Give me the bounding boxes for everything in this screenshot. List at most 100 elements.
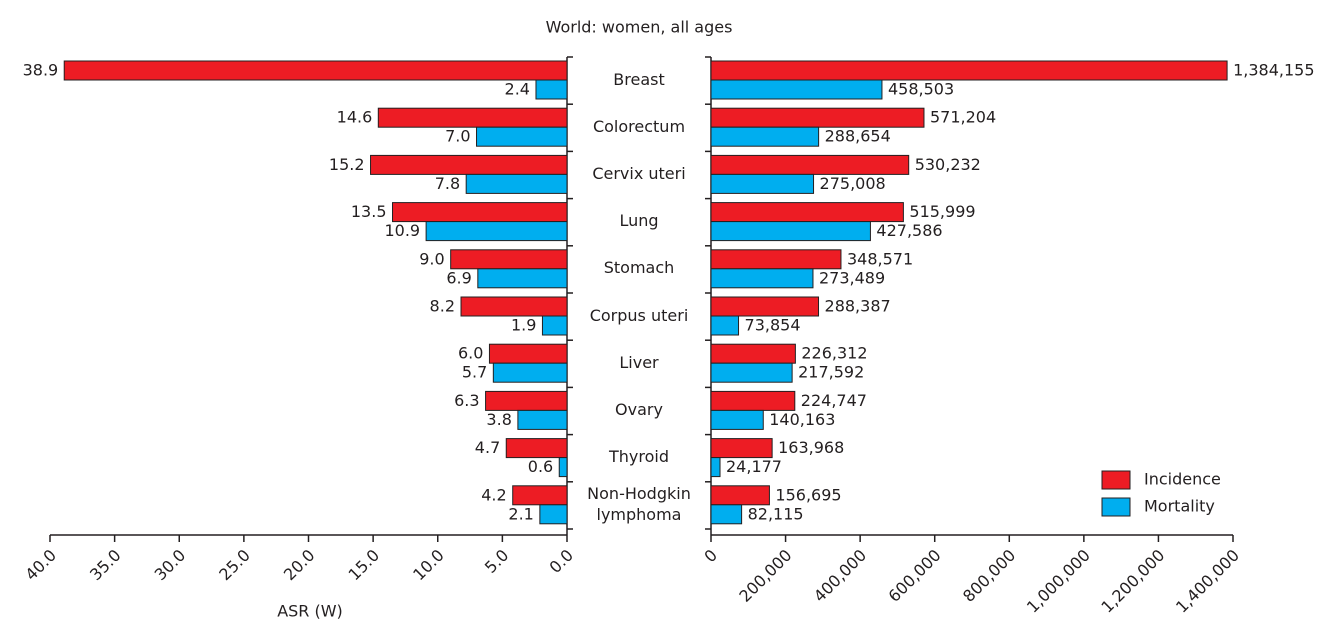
value-label: 458,503: [888, 80, 954, 99]
value-label: 348,571: [847, 249, 913, 268]
x-tick-label: 0.0: [546, 546, 577, 577]
x-tick-label: 40.0: [21, 546, 60, 585]
category-label: Breast: [613, 69, 665, 89]
value-label: 15.2: [329, 155, 365, 174]
category-label-box: Stomach: [603, 258, 675, 278]
bar: [710, 154, 910, 175]
value-label: 24,177: [726, 457, 782, 476]
value-label: 288,387: [825, 297, 891, 316]
value-label: 427,586: [876, 221, 942, 240]
category-label-box: Thyroid: [609, 447, 669, 467]
bar: [63, 60, 568, 81]
bar: [505, 438, 568, 459]
category-label-box: Cervix uteri: [592, 163, 686, 183]
bar: [477, 268, 568, 289]
value-label: 515,999: [909, 202, 975, 221]
x-tick-label: 20.0: [280, 546, 319, 585]
bar: [488, 343, 568, 364]
bar: [710, 504, 743, 525]
bar: [541, 315, 568, 336]
category-label: Colorectum: [592, 116, 686, 136]
value-label: 7.8: [435, 174, 460, 193]
value-label: 275,008: [820, 174, 886, 193]
value-label: 4.7: [475, 438, 500, 457]
bar: [476, 126, 568, 147]
value-label: 140,163: [769, 410, 835, 429]
value-label: 2.4: [505, 80, 530, 99]
category-label: Lung: [619, 211, 659, 231]
value-label: 288,654: [825, 127, 891, 146]
category-label: Non-Hodgkin lymphoma: [587, 484, 691, 524]
bar: [425, 221, 568, 242]
category-label: Liver: [619, 352, 659, 372]
bar: [517, 409, 568, 430]
bar: [377, 107, 568, 128]
bar: [710, 249, 842, 270]
value-label: 7.0: [445, 127, 470, 146]
legend-label: Mortality: [1144, 497, 1215, 516]
value-label: 38.9: [23, 61, 59, 80]
bar: [710, 343, 796, 364]
chart-title: World: women, all ages: [546, 18, 733, 37]
bar: [539, 504, 568, 525]
x-tick-label: 200,000: [735, 546, 795, 606]
legend-swatch: [1101, 497, 1131, 517]
x-tick-label: 15.0: [345, 546, 384, 585]
bar: [710, 107, 925, 128]
bar: [535, 79, 568, 100]
value-label: 224,747: [801, 391, 867, 410]
x-tick-label: 1,200,000: [1097, 546, 1168, 617]
value-label: 163,968: [778, 438, 844, 457]
bar: [710, 221, 871, 242]
bar: [710, 79, 883, 100]
bar: [485, 390, 568, 411]
bar: [710, 296, 820, 317]
bar: [710, 438, 773, 459]
value-label: 2.1: [508, 504, 533, 523]
value-label: 530,232: [915, 155, 981, 174]
category-label: Cervix uteri: [592, 163, 686, 183]
category-label-box: Lung: [619, 211, 659, 231]
x-tick-label: 800,000: [959, 546, 1019, 606]
bar: [370, 154, 568, 175]
bar: [710, 268, 814, 289]
legend-swatch: [1101, 470, 1131, 490]
x-tick-label: 30.0: [151, 546, 190, 585]
category-label-box: Corpus uteri: [590, 306, 689, 325]
bar: [392, 202, 568, 223]
value-label: 156,695: [775, 485, 841, 504]
bar: [710, 390, 796, 411]
value-label: 8.2: [430, 297, 455, 316]
category-label-box: Ovary: [615, 399, 663, 419]
category-label: Ovary: [615, 399, 663, 419]
x-tick-label: 5.0: [481, 546, 512, 577]
category-label-box: Breast: [613, 69, 665, 89]
category-label-box: Non-Hodgkin lymphoma: [587, 484, 691, 524]
bar: [710, 60, 1228, 81]
bar: [710, 315, 740, 336]
category-label: Thyroid: [609, 447, 669, 467]
x-tick-label: 0: [700, 546, 721, 567]
category-label: Stomach: [603, 258, 675, 278]
x-tick-label: 10.0: [409, 546, 448, 585]
bar: [710, 485, 770, 506]
value-label: 0.6: [528, 457, 553, 476]
x-tick-label: 1,400,000: [1172, 546, 1243, 617]
bar: [512, 485, 568, 506]
value-label: 13.5: [351, 202, 387, 221]
bar: [710, 457, 721, 478]
bar: [710, 173, 815, 194]
value-label: 9.0: [419, 249, 444, 268]
value-label: 217,592: [798, 363, 864, 382]
bar: [492, 362, 568, 383]
value-label: 6.9: [446, 268, 471, 287]
x-tick-label: 25.0: [215, 546, 254, 585]
value-label: 5.7: [462, 363, 487, 382]
value-label: 226,312: [801, 344, 867, 363]
x-tick-label: 400,000: [810, 546, 870, 606]
bar: [558, 457, 568, 478]
category-label-box: Colorectum: [592, 116, 686, 136]
value-label: 571,204: [930, 108, 996, 127]
legend-label: Incidence: [1144, 470, 1221, 489]
